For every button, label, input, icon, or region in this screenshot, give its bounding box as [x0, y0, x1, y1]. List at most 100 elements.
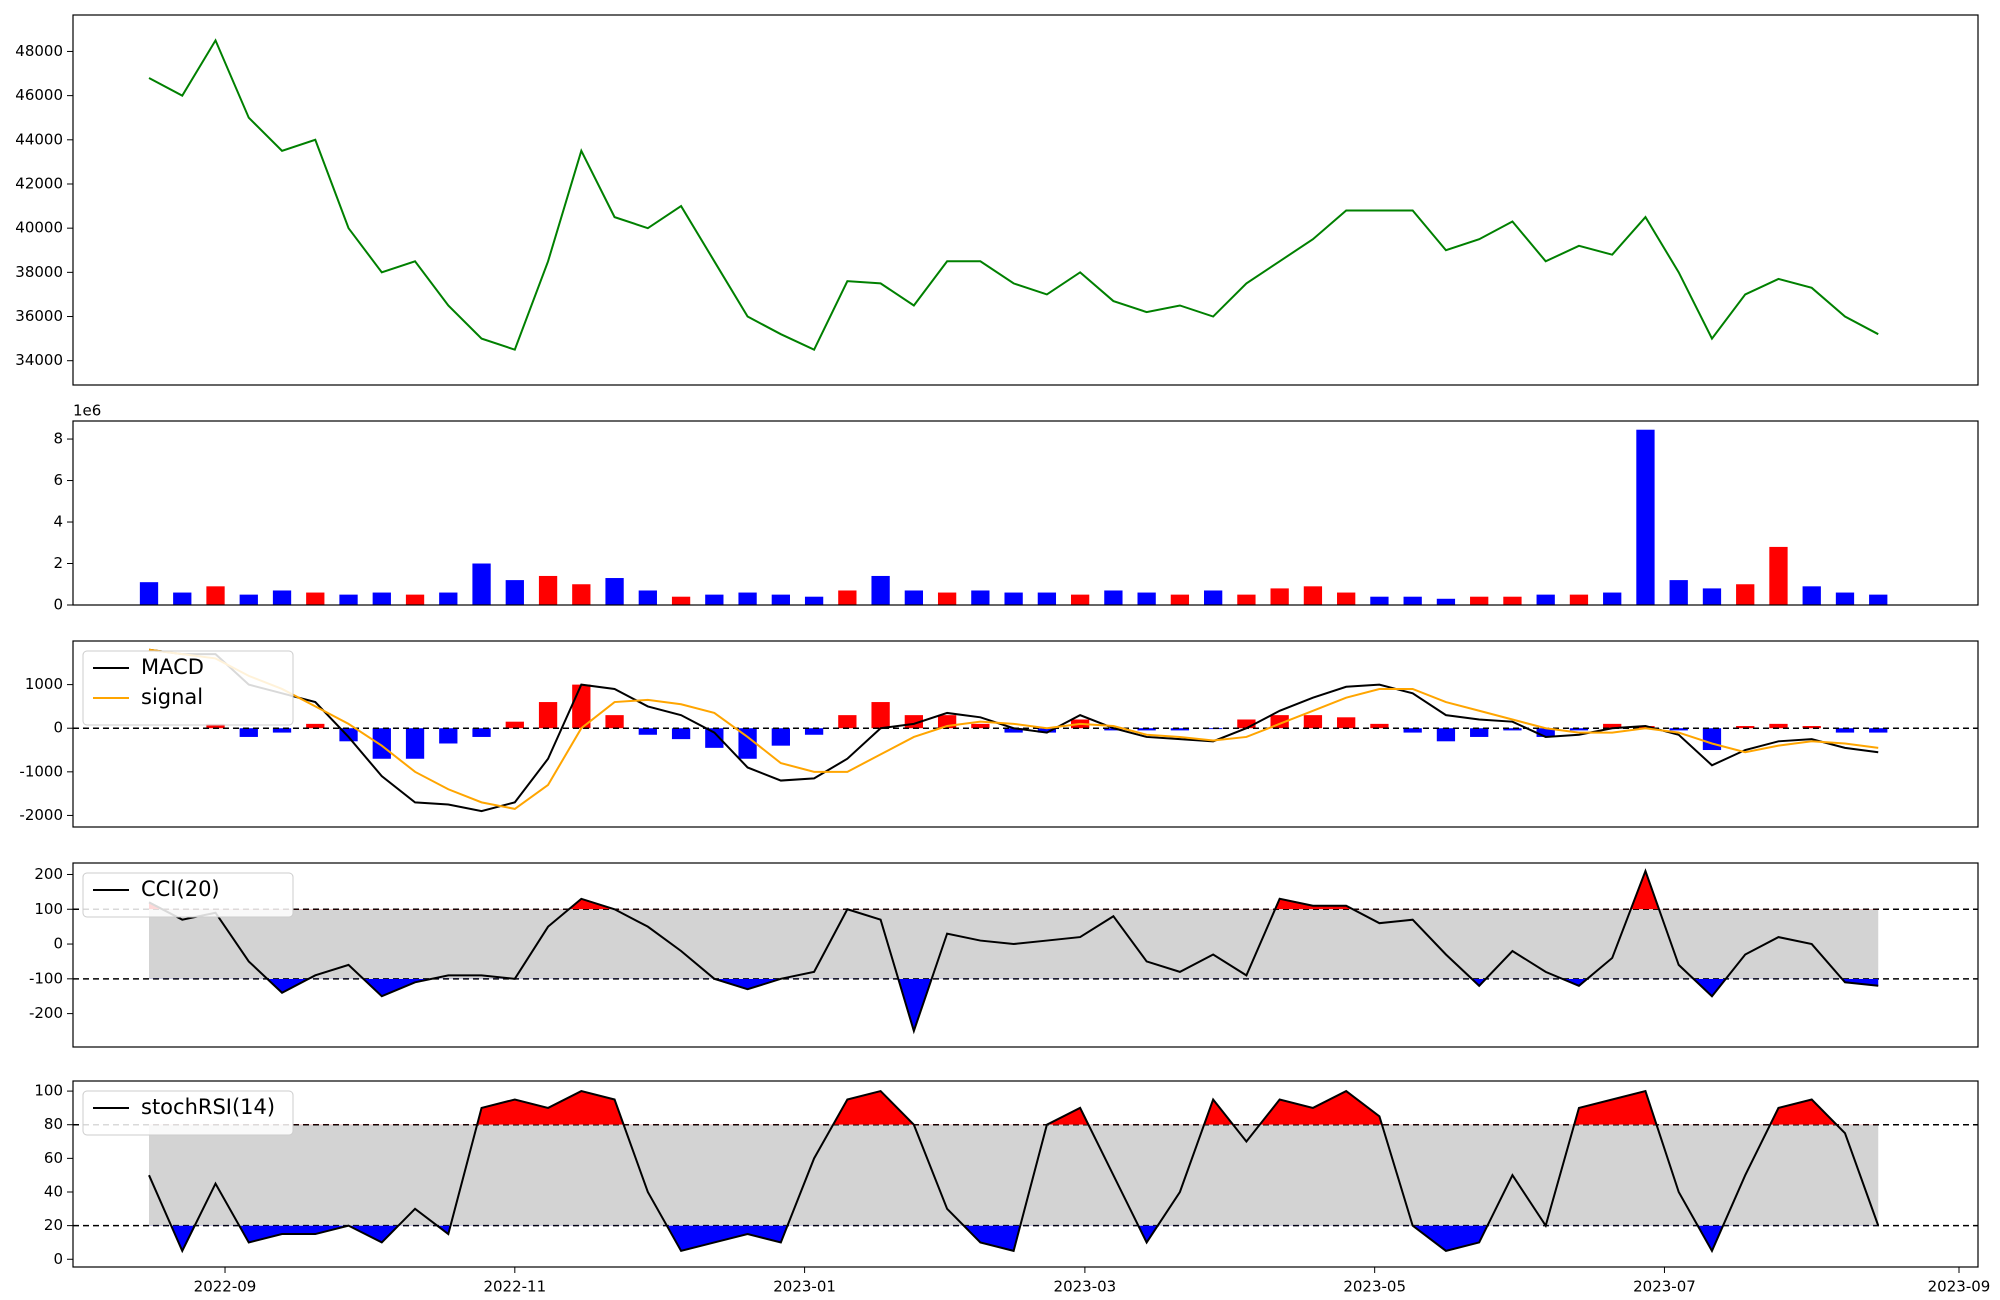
plot-frame — [72, 420, 1979, 606]
bar — [339, 594, 358, 605]
bar — [871, 575, 890, 605]
y-tick-label: -100 — [29, 969, 63, 987]
bar — [1669, 580, 1688, 605]
bar — [871, 702, 890, 729]
plot-area — [73, 648, 1978, 813]
bar — [505, 580, 524, 605]
bar — [1835, 592, 1855, 605]
y-tick-label: 0 — [53, 1250, 63, 1268]
bar — [372, 728, 391, 759]
x-tick-label: 2022-09 — [194, 1278, 257, 1296]
above-fill — [477, 1091, 1837, 1125]
bar — [1037, 592, 1057, 605]
bar — [738, 728, 757, 759]
bar — [405, 728, 425, 759]
bar — [1170, 728, 1190, 731]
y-tick-label: 8 — [53, 430, 63, 448]
bar — [1337, 592, 1356, 605]
below-fill — [267, 978, 1879, 1031]
bar — [1470, 596, 1489, 605]
y-tick-label: 0 — [53, 719, 63, 737]
bar — [605, 715, 624, 729]
bar — [1569, 728, 1589, 731]
bar — [572, 684, 591, 729]
bar — [605, 578, 624, 605]
legend-box — [82, 1090, 294, 1136]
bar — [1303, 586, 1323, 605]
y-tick-label: 40 — [44, 1182, 63, 1200]
bar — [306, 592, 325, 605]
bar — [705, 594, 724, 605]
bar — [1403, 728, 1422, 733]
y-tick-label: 60 — [44, 1149, 63, 1167]
x-tick-label: 2022-11 — [483, 1278, 546, 1296]
bar — [838, 590, 857, 605]
y-tick-label: 1000 — [25, 675, 63, 693]
legend: CCI(20) — [82, 872, 294, 918]
line — [148, 1089, 1880, 1254]
bar — [173, 592, 192, 605]
bar — [1669, 728, 1688, 731]
bar — [1270, 588, 1289, 605]
y-tick-label: -2000 — [19, 806, 63, 824]
bar — [771, 594, 790, 605]
bar — [738, 592, 757, 605]
y-tick-label: 38000 — [15, 263, 63, 281]
y-tick-label: 40000 — [15, 219, 63, 237]
bar — [1137, 728, 1156, 731]
y-tick-label: 6 — [53, 471, 63, 489]
y-tick-label: 48000 — [15, 42, 63, 60]
bar — [206, 586, 225, 605]
bar — [1237, 719, 1256, 729]
bar — [771, 728, 790, 746]
y-tick-label: 34000 — [15, 351, 63, 369]
bar — [804, 596, 824, 605]
legend: MACD signal — [82, 650, 294, 726]
y-tick-label: 20 — [44, 1216, 63, 1234]
y-offset-label: 1e6 — [73, 402, 101, 420]
bar — [1802, 586, 1821, 605]
bar — [1104, 590, 1123, 605]
legend: stochRSI(14) — [82, 1090, 294, 1136]
bar — [1536, 728, 1555, 737]
bar — [1436, 728, 1456, 742]
bar — [439, 728, 458, 744]
bar — [1636, 429, 1655, 605]
x-tick-label: 2023-09 — [1928, 1278, 1991, 1296]
y-tick-label: 100 — [34, 900, 63, 918]
bar — [1237, 594, 1256, 605]
bar — [1004, 592, 1023, 605]
y-tick-label: -1000 — [19, 762, 63, 780]
band-area — [149, 1124, 1879, 1226]
legend-label: stochRSI(14) — [141, 1095, 275, 1119]
bar — [1370, 723, 1389, 729]
bar — [239, 728, 258, 737]
bar — [1802, 726, 1821, 729]
bar — [1070, 594, 1090, 605]
x-tick-label: 2023-05 — [1343, 1278, 1406, 1296]
bar — [1137, 592, 1156, 605]
bar — [971, 590, 990, 605]
bar — [638, 590, 657, 605]
plot-frame — [72, 862, 1979, 1048]
bar — [1503, 728, 1522, 731]
legend-label: MACD — [141, 655, 204, 679]
y-tick-label: 46000 — [15, 86, 63, 104]
plot-area — [73, 868, 1978, 1035]
y-tick-label: 80 — [44, 1115, 63, 1133]
bar — [1869, 728, 1888, 733]
bar — [272, 728, 292, 733]
plot-frame — [72, 1080, 1979, 1268]
y-tick-label: 36000 — [15, 307, 63, 325]
y-tick-label: 4 — [53, 513, 63, 531]
bar — [671, 728, 691, 740]
bar — [1436, 598, 1456, 605]
y-tick-label: 2 — [53, 554, 63, 572]
bar — [1702, 728, 1722, 751]
bar — [572, 584, 591, 605]
bar — [1869, 594, 1888, 605]
bar — [804, 728, 824, 735]
line — [148, 38, 1879, 351]
bar — [1636, 726, 1655, 729]
